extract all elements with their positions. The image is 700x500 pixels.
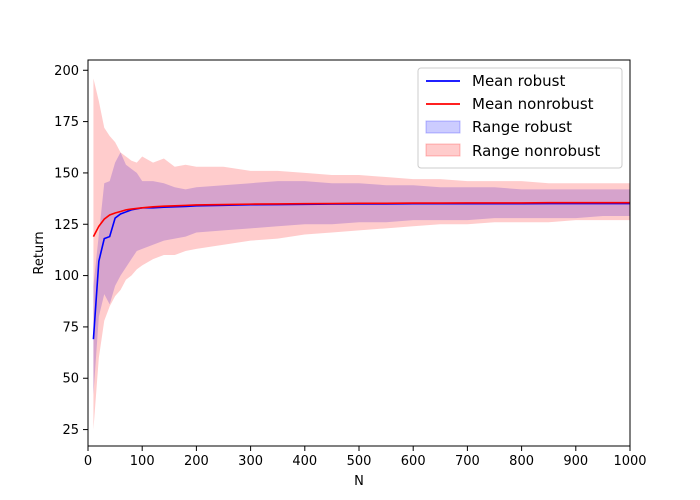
x-tick-label: 100 — [130, 454, 155, 469]
x-tick-label: 400 — [292, 454, 317, 469]
series-line-mean-nonrobust — [92, 201, 630, 237]
x-tick-label: 500 — [347, 454, 372, 469]
y-tick-label: 75 — [62, 320, 79, 335]
y-tick-label: 200 — [54, 64, 79, 79]
legend-label-range-nonrobust: Range nonrobust — [472, 142, 600, 160]
y-tick-label: 150 — [54, 166, 79, 181]
y-tick-label: 25 — [62, 423, 79, 438]
bands-layer — [93, 78, 631, 430]
legend-box — [417, 67, 623, 169]
legend-swatch-range-robust — [425, 120, 461, 134]
y-axis: 25 50 75 100 125 150 175 200 — [54, 64, 88, 438]
series-line-mean-robust — [92, 202, 630, 340]
legend-label-mean-robust: Mean robust — [472, 72, 565, 90]
legend-label-range-robust: Range robust — [472, 118, 572, 136]
x-tick-label: 300 — [238, 454, 263, 469]
legend-label-mean-nonrobust: Mean nonrobust — [472, 95, 594, 113]
x-axis: 0 100 200 300 400 500 600 700 800 900 1000 — [84, 446, 647, 469]
x-axis-label: N — [354, 474, 364, 489]
x-tick-label: 0 — [84, 454, 92, 469]
band-range-robust — [93, 152, 631, 395]
legend: Mean robust Mean nonrobust Range robust … — [417, 67, 623, 169]
y-tick-label: 50 — [62, 372, 79, 387]
lines-layer — [92, 201, 630, 340]
x-tick-label: 700 — [455, 454, 480, 469]
y-tick-label: 175 — [54, 115, 79, 130]
y-axis-label: Return — [32, 231, 47, 274]
x-tick-label: 1000 — [613, 454, 646, 469]
legend-swatch-range-nonrobust — [425, 143, 461, 157]
x-tick-label: 200 — [184, 454, 209, 469]
y-tick-label: 125 — [54, 218, 79, 233]
y-tick-label: 100 — [54, 269, 79, 284]
x-tick-label: 800 — [509, 454, 534, 469]
x-tick-label: 600 — [401, 454, 426, 469]
x-tick-label: 900 — [563, 454, 588, 469]
